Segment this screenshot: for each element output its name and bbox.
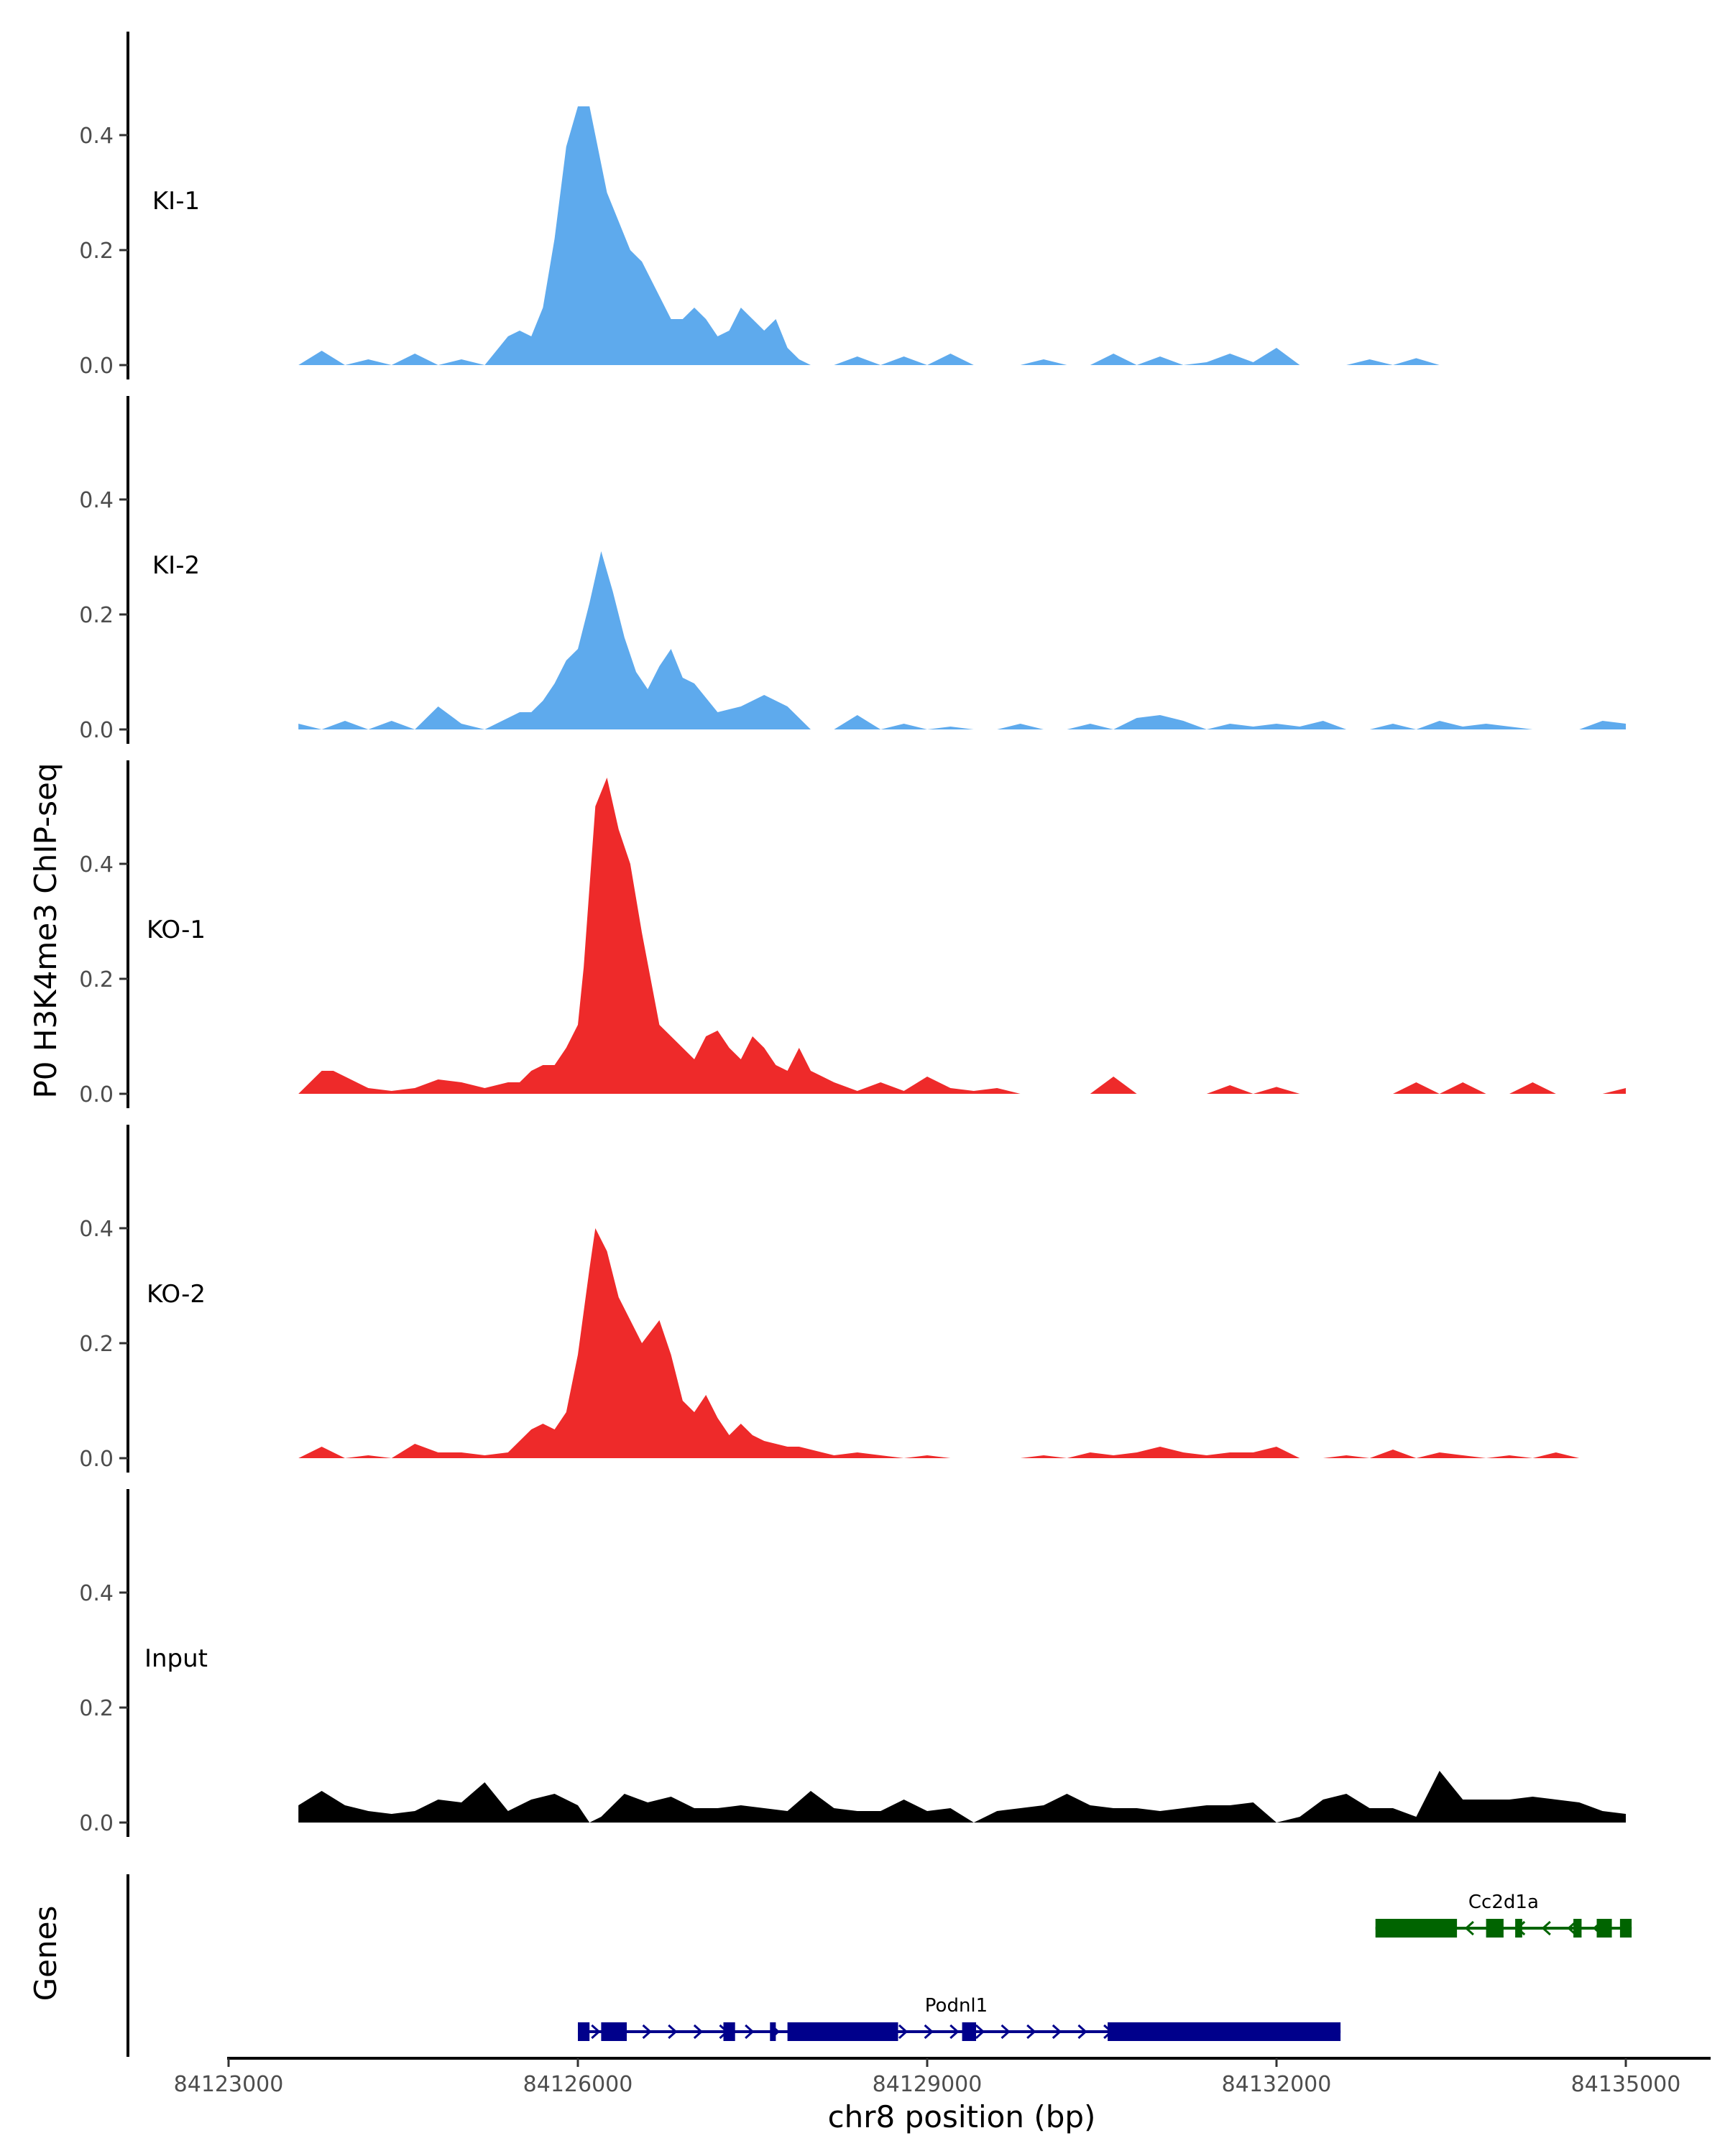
y-tick-label: 0.2 (79, 967, 114, 992)
y-tick-label: 0.4 (79, 124, 114, 149)
track-ki-2: 0.0 0.2 0.4 KI-2 (79, 396, 1627, 744)
strand-chevron (1077, 2024, 1087, 2040)
strand-chevron (1052, 2024, 1062, 2040)
strand-chevron (924, 2024, 934, 2040)
signal-area (298, 778, 1627, 1094)
y-tick-label: 0.2 (79, 603, 114, 628)
track-label: KI-2 (152, 551, 200, 580)
y-tick-label: 0.0 (79, 1082, 114, 1107)
x-tick-label: 84132000 (1222, 2072, 1332, 2097)
track-label: KO-1 (147, 916, 206, 944)
y-tick-label: 0.4 (79, 852, 114, 877)
y-tick-label: 0.4 (79, 1217, 114, 1242)
strand-chevron (975, 2024, 985, 2040)
gene-exon (1486, 1919, 1504, 1938)
x-tick-label: 84126000 (523, 2072, 633, 2097)
y-tick-label: 0.2 (79, 239, 114, 264)
y-tick-label: 0.0 (79, 718, 114, 743)
gene-exon (1573, 1919, 1582, 1938)
gene-exon (1515, 1919, 1522, 1938)
gene-cc2d1a: Cc2d1a (1375, 1892, 1632, 1938)
strand-chevron (642, 2024, 652, 2040)
track-ki-1: 0.0 0.2 0.4 KI-1 (79, 32, 1510, 379)
strand-chevron (591, 2024, 601, 2040)
gene-exon (1619, 1919, 1632, 1938)
signal-area (298, 106, 1510, 365)
y-tick-label: 0.4 (79, 1581, 114, 1606)
strand-chevron (745, 2024, 755, 2040)
y-tick-label: 0.4 (79, 488, 114, 513)
gene-exon (1108, 2022, 1341, 2041)
strand-chevron (668, 2024, 678, 2040)
gene-podnl1: Podnl1 (578, 1995, 1341, 2041)
gene-label: Cc2d1a (1468, 1892, 1539, 1913)
gene-exon (1375, 1919, 1458, 1938)
strand-chevron (898, 2024, 908, 2040)
signal-area (298, 551, 1627, 729)
strand-chevron (1464, 1920, 1474, 1936)
y-tick-label: 0.2 (79, 1332, 114, 1357)
strand-chevron (1026, 2024, 1036, 2040)
track-label: Input (144, 1644, 208, 1673)
x-axis: 84123000 84126000 84129000 84132000 84135000 (174, 2057, 1711, 2097)
strand-chevron (693, 2024, 704, 2040)
track-label: KO-2 (147, 1280, 206, 1309)
x-tick-label: 84129000 (873, 2072, 983, 2097)
gene-exon (962, 2022, 977, 2041)
gene-exon (601, 2022, 627, 2041)
x-tick-label: 84123000 (174, 2072, 284, 2097)
track-input: 0.0 0.2 0.4 Input (79, 1489, 1627, 1837)
track-panels: 0.00.20.4KI-10.00.20.4KI-20.00.20.4KO-10… (79, 32, 1627, 1837)
y-tick-label: 0.0 (79, 354, 114, 379)
track-ko-1: 0.0 0.2 0.4 KO-1 (79, 760, 1627, 1108)
genes-axis-title: Genes (28, 1906, 63, 2001)
gene-exon (770, 2022, 776, 2041)
strand-chevron (949, 2024, 960, 2040)
genes-panel: Podnl1 Cc2d1a (126, 1874, 1632, 2057)
y-tick-label: 0.0 (79, 1811, 114, 1836)
gene-exon (723, 2022, 735, 2041)
y-axis-title: P0 H3K4me3 ChIP-seq (28, 763, 63, 1098)
strand-chevron (1541, 1920, 1551, 1936)
gene-exon (787, 2022, 898, 2041)
track-label: KI-1 (152, 187, 200, 216)
gene-label: Podnl1 (925, 1995, 988, 2017)
y-tick-label: 0.2 (79, 1696, 114, 1721)
track-ko-2: 0.0 0.2 0.4 KO-2 (79, 1125, 1580, 1473)
gene-exon (578, 2022, 590, 2041)
x-tick-label: 84135000 (1571, 2072, 1681, 2097)
y-tick-label: 0.0 (79, 1447, 114, 1472)
x-axis-title: chr8 position (bp) (828, 2099, 1096, 2134)
signal-area (298, 1771, 1627, 1823)
strand-chevron (1000, 2024, 1011, 2040)
gene-exon (1596, 1919, 1612, 1938)
signal-area (298, 1228, 1580, 1458)
